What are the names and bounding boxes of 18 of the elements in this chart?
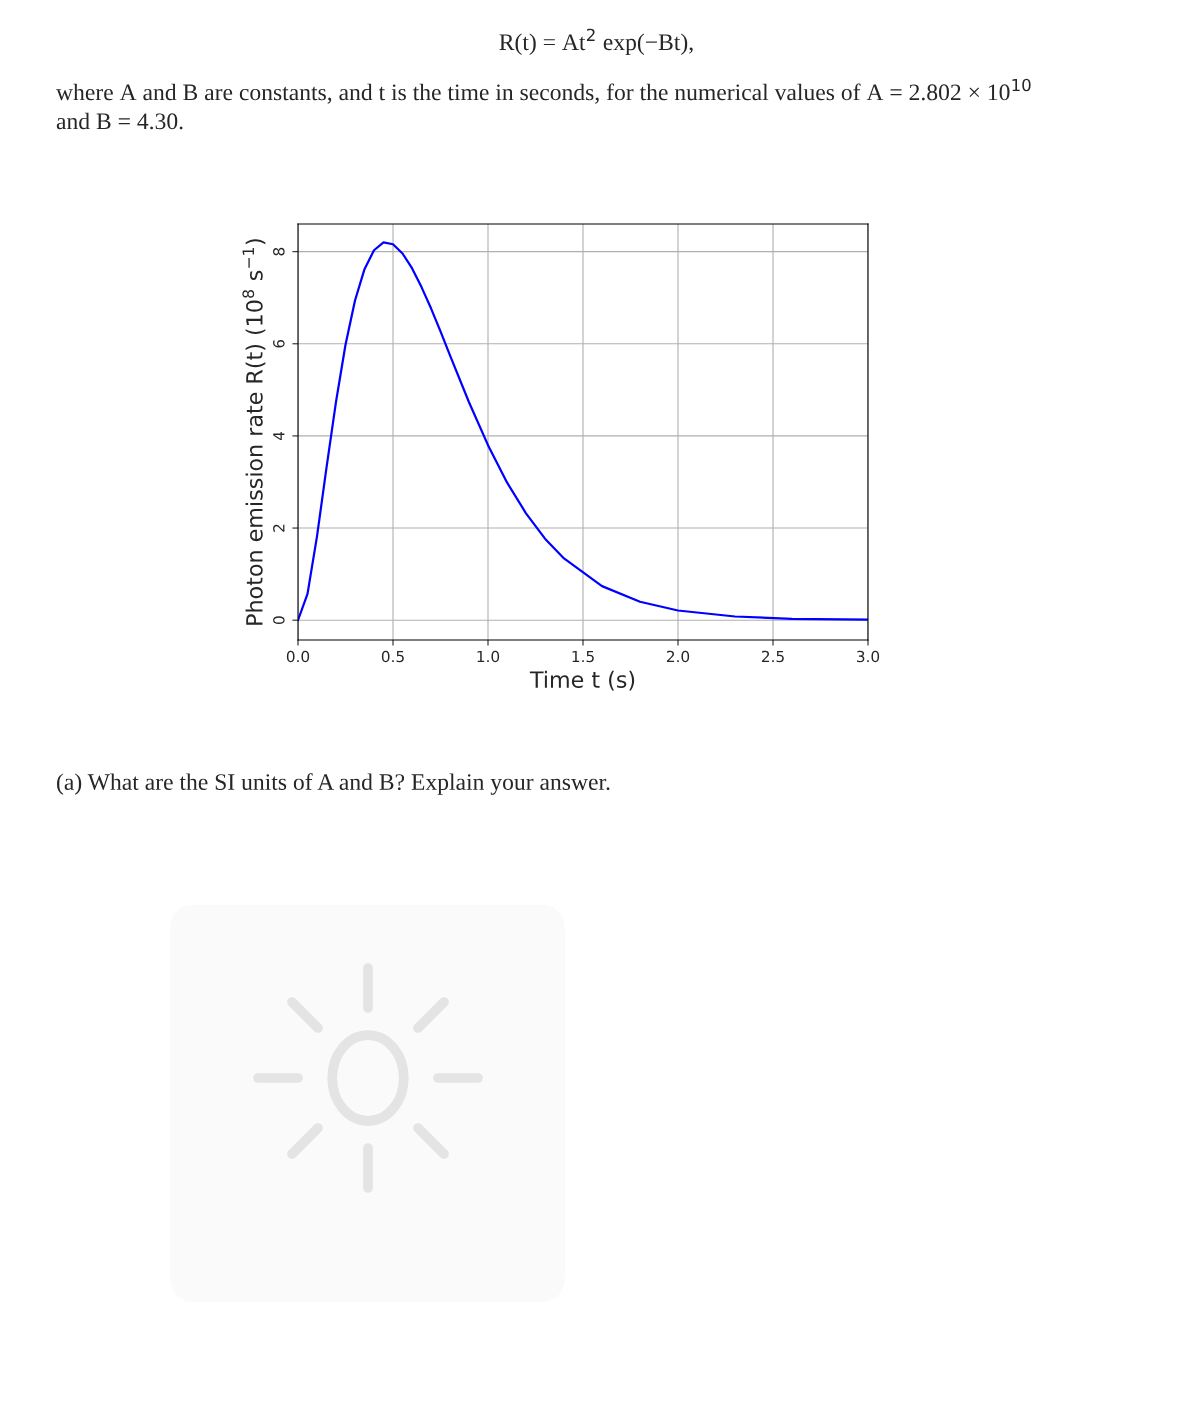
- text: (a) What are the SI units of A and B? Explain your answer.: [57, 773, 610, 795]
- x-tick-label: 1.0: [477, 650, 500, 663]
- line-series: [298, 241, 868, 622]
- x-tick-label: 2.0: [666, 650, 690, 663]
- x-tick-label: 3.0: [857, 650, 880, 663]
- x-tick-label: 0.5: [381, 650, 404, 663]
- x-axis-title: Time t (s): [529, 670, 635, 691]
- y-axis-title: Photon emission rate R(t) (10$^{8}$ s$^{−1}$): [242, 239, 266, 625]
- chart-title: R(t) = At$^{2}$ exp(−Bt),: [499, 28, 693, 55]
- text: where A and B are constants, and t is the time in seconds, for the numerical values of A = 2.802 × 10$^{10}$ and B = 4.30.: [56, 78, 1031, 130]
- y-tick-label: 4: [273, 431, 285, 441]
- y-tick-label: 8: [273, 247, 285, 256]
- x-tick-label: 2.5: [761, 650, 784, 663]
- y-tick-label: 6: [273, 339, 285, 348]
- y-tick-label: 2: [273, 524, 285, 532]
- x-tick-label: 1.5: [572, 650, 594, 663]
- y-tick-label: 0: [273, 616, 285, 625]
- x-tick-label: 0.0: [286, 650, 310, 663]
